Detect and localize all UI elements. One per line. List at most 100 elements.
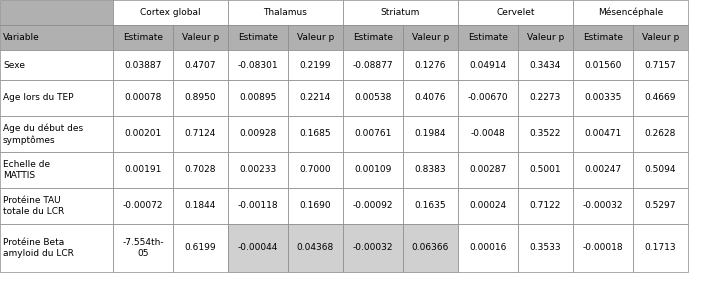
Text: 0.2273: 0.2273 [530, 93, 561, 102]
Text: 0.00016: 0.00016 [470, 244, 507, 253]
Bar [113, 152, 173, 188]
Text: Protéine Beta
amyloid du LCR: Protéine Beta amyloid du LCR [3, 238, 74, 258]
Text: -0.00072: -0.00072 [123, 201, 163, 211]
Bar [0, 224, 113, 272]
Bar [343, 50, 403, 80]
Bar [458, 116, 518, 152]
Text: 0.8383: 0.8383 [415, 166, 446, 175]
Text: 0.3533: 0.3533 [530, 244, 561, 253]
Text: 0.7122: 0.7122 [530, 201, 561, 211]
Bar [633, 116, 688, 152]
Text: 0.1713: 0.1713 [645, 244, 676, 253]
Bar [458, 152, 518, 188]
Text: 0.00287: 0.00287 [470, 166, 507, 175]
Text: 0.3434: 0.3434 [530, 60, 561, 69]
Text: -0.00032: -0.00032 [582, 201, 623, 211]
Text: 0.1635: 0.1635 [415, 201, 446, 211]
Bar [458, 50, 518, 80]
Bar [458, 0, 573, 25]
Bar [573, 80, 633, 116]
Bar [573, 188, 633, 224]
Text: -0.08301: -0.08301 [237, 60, 278, 69]
Text: 0.4707: 0.4707 [185, 60, 216, 69]
Text: -0.00044: -0.00044 [238, 244, 278, 253]
Text: 0.8950: 0.8950 [185, 93, 216, 102]
Bar [403, 188, 458, 224]
Text: Estimate: Estimate [583, 33, 623, 42]
Text: 0.5297: 0.5297 [645, 201, 676, 211]
Text: 0.03887: 0.03887 [124, 60, 162, 69]
Bar [633, 25, 688, 50]
Bar [228, 116, 288, 152]
Bar [403, 116, 458, 152]
Bar [403, 50, 458, 80]
Text: 0.1844: 0.1844 [185, 201, 216, 211]
Bar [403, 25, 458, 50]
Text: Age du début des
symptômes: Age du début des symptômes [3, 124, 83, 145]
Text: Thalamus: Thalamus [264, 8, 307, 17]
Bar [458, 25, 518, 50]
Bar [288, 116, 343, 152]
Bar [173, 25, 228, 50]
Bar [403, 224, 458, 272]
Bar [288, 25, 343, 50]
Text: 0.7124: 0.7124 [185, 129, 216, 138]
Text: 0.00335: 0.00335 [585, 93, 622, 102]
Text: 0.00233: 0.00233 [240, 166, 277, 175]
Bar [0, 0, 113, 25]
Text: 0.2214: 0.2214 [300, 93, 331, 102]
Bar [228, 152, 288, 188]
Bar [633, 152, 688, 188]
Bar [228, 0, 343, 25]
Text: 0.7000: 0.7000 [300, 166, 331, 175]
Text: 0.00201: 0.00201 [124, 129, 162, 138]
Text: 0.00109: 0.00109 [355, 166, 392, 175]
Text: Estimate: Estimate [468, 33, 508, 42]
Bar [633, 50, 688, 80]
Text: 0.5094: 0.5094 [645, 166, 676, 175]
Text: 0.00761: 0.00761 [355, 129, 392, 138]
Text: 0.5001: 0.5001 [530, 166, 561, 175]
Text: 0.1690: 0.1690 [300, 201, 331, 211]
Text: 0.4076: 0.4076 [415, 93, 446, 102]
Text: -0.0048: -0.0048 [470, 129, 505, 138]
Text: 0.00078: 0.00078 [124, 93, 162, 102]
Bar [633, 188, 688, 224]
Bar [173, 224, 228, 272]
Bar [288, 50, 343, 80]
Text: Valeur p: Valeur p [412, 33, 449, 42]
Text: 0.04914: 0.04914 [470, 60, 507, 69]
Text: 0.00024: 0.00024 [470, 201, 507, 211]
Text: -0.00092: -0.00092 [353, 201, 393, 211]
Bar [343, 188, 403, 224]
Text: 0.04368: 0.04368 [297, 244, 334, 253]
Text: Valeur p: Valeur p [527, 33, 564, 42]
Text: 0.00471: 0.00471 [585, 129, 622, 138]
Text: 0.00191: 0.00191 [124, 166, 162, 175]
Text: 0.00895: 0.00895 [240, 93, 277, 102]
Text: -0.00670: -0.00670 [467, 93, 508, 102]
Bar [0, 50, 113, 80]
Text: Estimate: Estimate [123, 33, 163, 42]
Bar [113, 0, 228, 25]
Bar [518, 80, 573, 116]
Text: -0.08877: -0.08877 [352, 60, 393, 69]
Bar [288, 224, 343, 272]
Bar [173, 50, 228, 80]
Bar [228, 80, 288, 116]
Bar [0, 80, 113, 116]
Bar [518, 224, 573, 272]
Bar [0, 25, 113, 50]
Bar [288, 188, 343, 224]
Text: Valeur p: Valeur p [182, 33, 219, 42]
Text: 0.7157: 0.7157 [645, 60, 676, 69]
Bar [573, 0, 688, 25]
Bar [288, 80, 343, 116]
Text: 0.06366: 0.06366 [412, 244, 449, 253]
Text: Mésencéphale: Mésencéphale [598, 8, 663, 17]
Text: Cervelet: Cervelet [496, 8, 535, 17]
Text: Valeur p: Valeur p [297, 33, 334, 42]
Bar [173, 152, 228, 188]
Bar [343, 25, 403, 50]
Text: Variable: Variable [3, 33, 40, 42]
